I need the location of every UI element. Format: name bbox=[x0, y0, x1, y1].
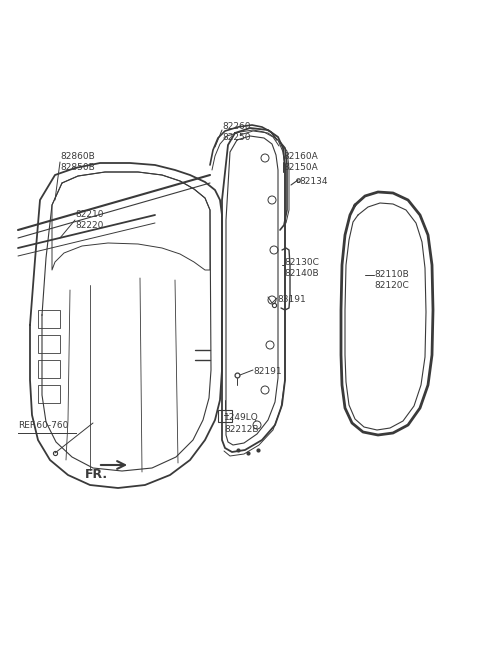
Text: 82140B: 82140B bbox=[284, 269, 319, 278]
Text: 82191: 82191 bbox=[253, 367, 282, 376]
Text: 82150A: 82150A bbox=[283, 163, 318, 172]
Text: 82220: 82220 bbox=[75, 221, 103, 230]
Text: 82210: 82210 bbox=[75, 210, 104, 219]
Text: 82260: 82260 bbox=[222, 122, 251, 131]
Text: REF.60-760: REF.60-760 bbox=[18, 421, 68, 430]
Bar bbox=[38, 360, 60, 378]
Bar bbox=[38, 310, 60, 328]
Text: 1249LQ: 1249LQ bbox=[224, 413, 259, 422]
Text: 82860B: 82860B bbox=[60, 152, 95, 161]
Text: FR.: FR. bbox=[85, 468, 108, 481]
Text: 82110B: 82110B bbox=[374, 270, 409, 279]
Bar bbox=[38, 385, 60, 403]
Text: 82850B: 82850B bbox=[60, 163, 95, 172]
Text: 82134: 82134 bbox=[299, 177, 327, 186]
Text: 83191: 83191 bbox=[277, 295, 306, 304]
Text: 82212B: 82212B bbox=[224, 425, 259, 434]
Bar bbox=[218, 410, 232, 422]
Text: 82120C: 82120C bbox=[374, 281, 409, 290]
Text: 82250: 82250 bbox=[222, 133, 251, 142]
Text: 82130C: 82130C bbox=[284, 258, 319, 267]
Bar bbox=[38, 335, 60, 353]
Text: 82160A: 82160A bbox=[283, 152, 318, 161]
